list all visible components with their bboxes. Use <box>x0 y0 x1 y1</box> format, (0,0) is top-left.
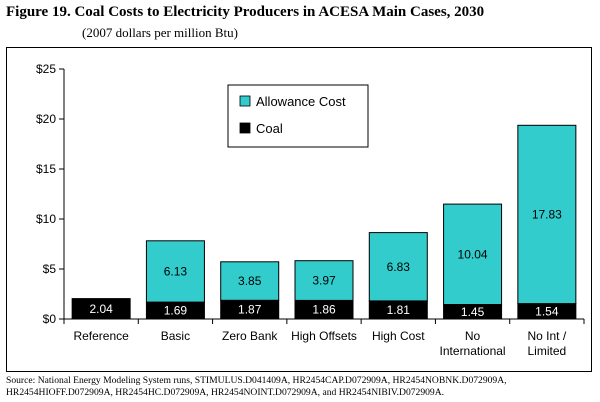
y-tick-label: $10 <box>36 212 56 226</box>
allowance-value-label: 3.85 <box>238 274 262 288</box>
coal-value-label: 1.86 <box>312 303 336 317</box>
allowance-value-label: 3.97 <box>312 274 336 288</box>
allowance-value-label: 6.83 <box>387 260 411 274</box>
y-tick-label: $0 <box>43 312 57 326</box>
legend-label-coal: Coal <box>256 121 283 136</box>
x-category-label: No Int / <box>528 329 567 343</box>
coal-value-label: 1.81 <box>387 303 411 317</box>
x-category-label: High Cost <box>372 329 425 343</box>
legend-label-allowance: Allowance Cost <box>256 94 346 109</box>
figure-title: Figure 19. Coal Costs to Electricity Pro… <box>6 4 485 20</box>
x-category-label: Limited <box>528 344 567 358</box>
allowance-bar <box>220 261 280 301</box>
legend-swatch-allowance <box>239 95 251 107</box>
figure-subtitle: (2007 dollars per million Btu) <box>82 25 238 40</box>
x-category-label: No <box>465 329 481 343</box>
x-category-label: Zero Bank <box>222 329 278 343</box>
y-tick-label: $15 <box>36 162 56 176</box>
y-tick-label: $5 <box>43 262 57 276</box>
coal-value-label: 1.54 <box>535 304 559 318</box>
figure-source-note: Source: National Energy Modeling System … <box>6 375 507 398</box>
legend-box <box>227 84 369 148</box>
coal-value-label: 2.04 <box>89 302 113 316</box>
allowance-bar <box>517 124 577 305</box>
allowance-value-label: 17.83 <box>532 207 562 221</box>
y-tick-label: $20 <box>36 112 56 126</box>
x-category-label: Basic <box>161 329 190 343</box>
coal-cost-chart: $0 $5 $10 $15 $20 $25 2.04 Reference 1.69 6.13 Bas… <box>36 62 585 358</box>
x-category-label: Reference <box>73 329 129 343</box>
allowance-bar <box>443 203 503 306</box>
x-category-label: High Offsets <box>291 329 357 343</box>
allowance-value-label: 10.04 <box>458 247 488 261</box>
coal-value-label: 1.45 <box>461 305 485 319</box>
x-category-label: International <box>440 344 506 358</box>
allowance-bar <box>368 232 428 302</box>
legend-swatch-coal <box>239 122 251 134</box>
allowance-bar <box>294 260 354 301</box>
coal-value-label: 1.69 <box>164 304 188 318</box>
coal-value-label: 1.87 <box>238 303 262 317</box>
y-tick-label: $25 <box>36 62 56 76</box>
coal-bar <box>71 298 131 320</box>
allowance-bar <box>145 240 205 303</box>
allowance-value-label: 6.13 <box>164 264 188 278</box>
